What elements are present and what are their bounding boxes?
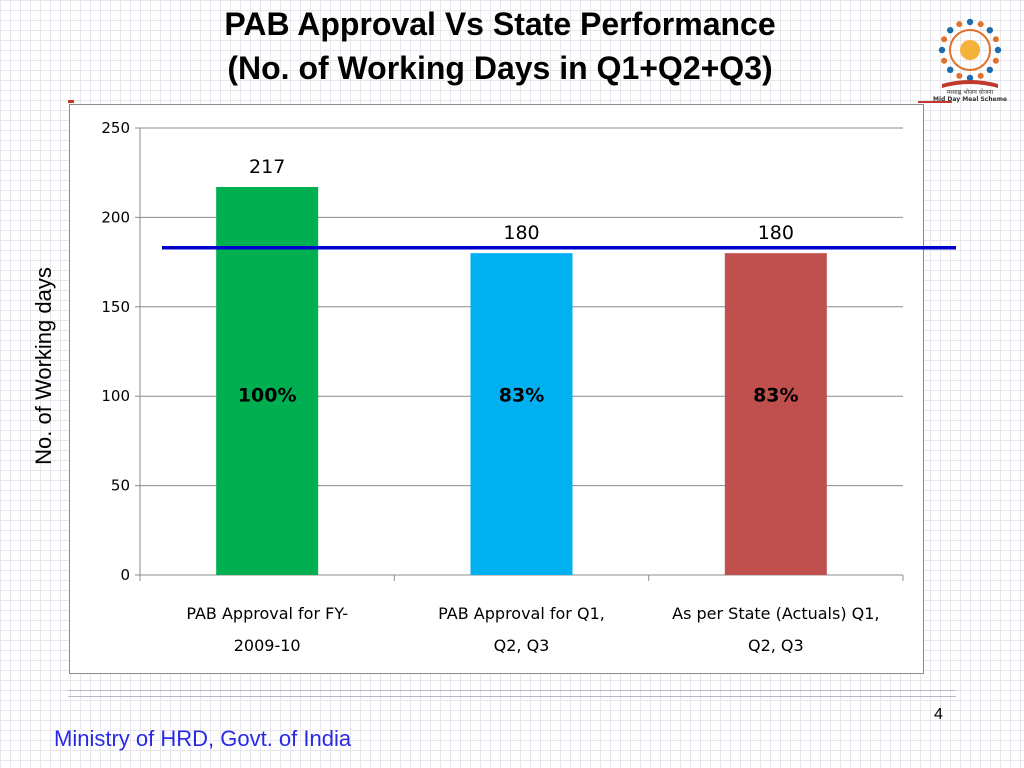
slide-title-line2: (No. of Working Days in Q1+Q2+Q3) (227, 50, 773, 86)
y-tick-label: 0 (120, 566, 130, 584)
bar (470, 253, 573, 575)
y-tick-label: 100 (101, 387, 130, 405)
y-tick-label: 250 (101, 119, 130, 137)
footer-ministry: Ministry of HRD, Govt. of India (54, 726, 352, 751)
y-axis-label: No. of Working days (31, 267, 56, 465)
bar-percent-label: 83% (753, 385, 798, 407)
x-category-label-line1: As per State (Actuals) Q1, (672, 604, 879, 623)
footer-divider-top (68, 690, 956, 691)
mid-day-meal-logo-icon (938, 18, 1002, 88)
footer-divider-bottom (68, 696, 956, 697)
title-underline-left (68, 100, 74, 103)
x-category-label-line2: Q2, Q3 (494, 636, 550, 655)
x-category-label-line1: PAB Approval for FY- (186, 604, 348, 623)
y-tick-label: 50 (111, 477, 130, 495)
slide-title-line1: PAB Approval Vs State Performance (224, 6, 776, 42)
bar-value-label: 180 (503, 222, 539, 244)
y-tick-label: 150 (101, 298, 130, 316)
logo-caption-english: Mid Day Meal Scheme (932, 96, 1008, 103)
page-number: 4 (934, 706, 943, 723)
y-tick-label: 200 (101, 208, 130, 226)
title-underline-right (918, 101, 952, 103)
x-category-label-line2: 2009-10 (234, 636, 301, 655)
bar-value-label: 217 (249, 156, 285, 178)
logo-caption-hindi: मध्याह्न भोजन योजना (946, 89, 994, 96)
bar (216, 187, 319, 575)
bar (724, 253, 827, 575)
bar-percent-label: 83% (499, 385, 544, 407)
x-category-label-line2: Q2, Q3 (748, 636, 804, 655)
bar-percent-label: 100% (238, 385, 297, 407)
bar-value-label: 180 (758, 222, 794, 244)
x-category-label-line1: PAB Approval for Q1, (438, 604, 605, 623)
